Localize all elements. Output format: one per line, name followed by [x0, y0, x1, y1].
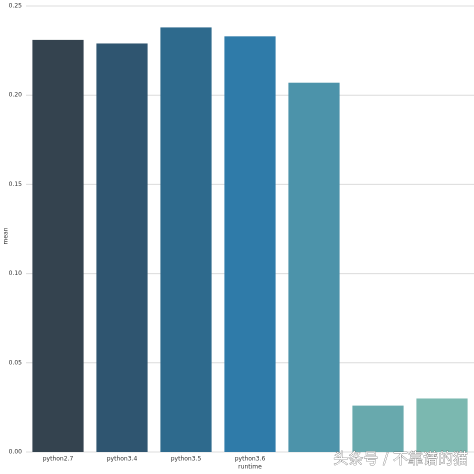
bar [288, 82, 340, 452]
bar [96, 43, 148, 453]
y-tick-label: 0.00 [9, 449, 23, 456]
y-tick-label: 0.15 [9, 181, 23, 188]
bar [416, 398, 468, 452]
y-tick-label: 0.25 [9, 3, 23, 10]
x-tick-label: python2.7 [43, 456, 74, 463]
bar [32, 39, 84, 453]
y-tick-label: 0.20 [9, 92, 23, 99]
bar [352, 405, 404, 452]
watermark: 头条号 / 不靠谱的猫 [333, 450, 468, 468]
bar [160, 27, 212, 453]
y-tick-label: 0.10 [9, 270, 23, 277]
x-tick-label: python3.4 [107, 456, 138, 463]
x-tick-label: python3.6 [235, 456, 266, 463]
x-tick-label: python3.5 [171, 456, 202, 463]
x-axis-label: runtime [238, 464, 262, 471]
y-tick-label: 0.05 [9, 359, 23, 366]
y-axis-label: mean [3, 227, 10, 244]
bar [224, 36, 276, 452]
